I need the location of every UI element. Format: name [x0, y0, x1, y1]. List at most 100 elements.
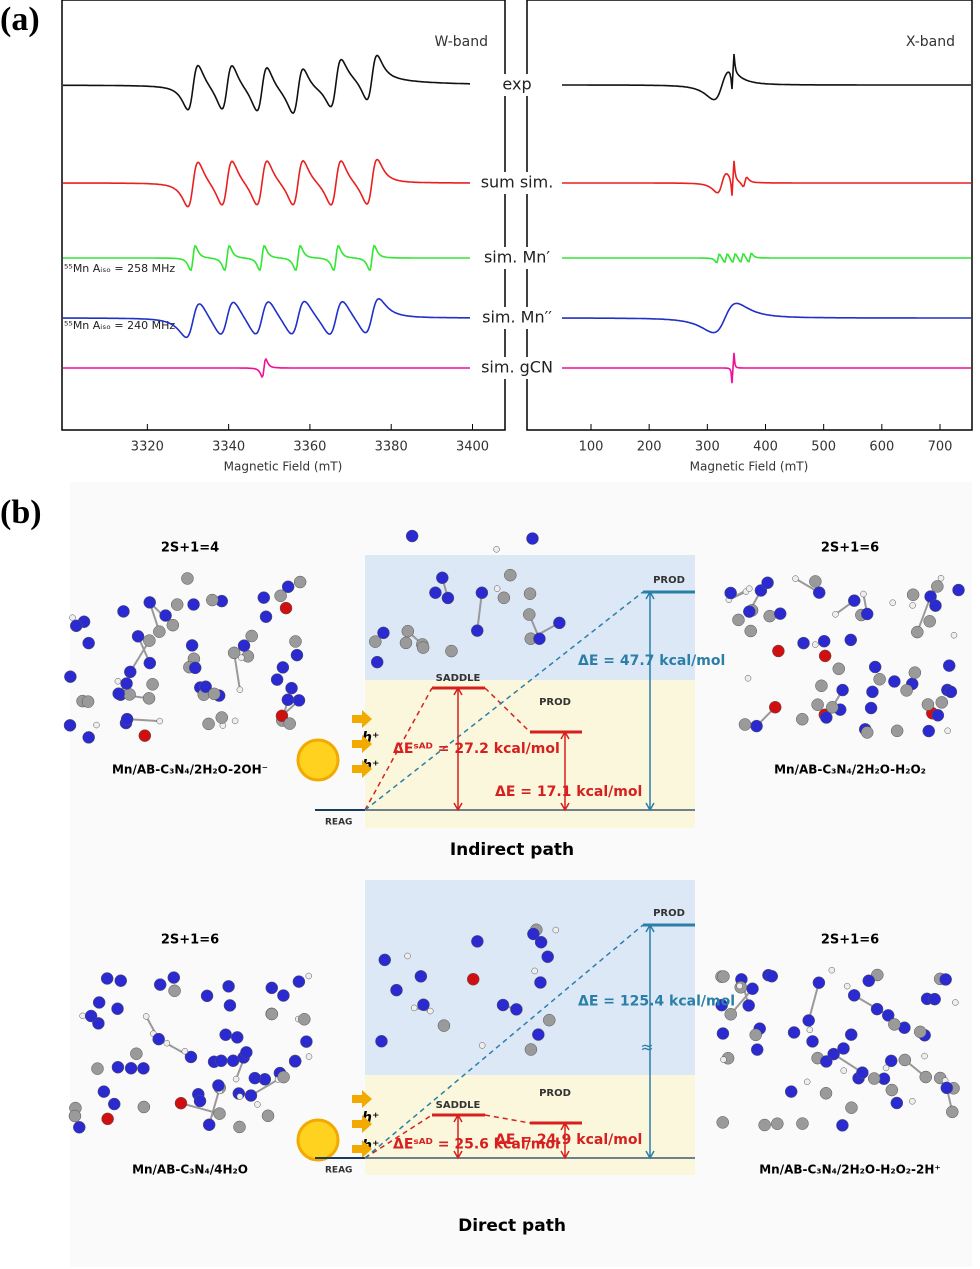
atom: [510, 1003, 523, 1016]
atom: [270, 673, 284, 686]
atom: [399, 636, 413, 650]
atom: [922, 724, 935, 738]
atom: [215, 711, 229, 724]
atom: [940, 1081, 954, 1095]
atom: [81, 695, 95, 708]
atom: [285, 681, 298, 695]
atom: [219, 1028, 232, 1041]
molecule-name: Mn/AB-C₃N₄/2H₂O-H₂O₂: [774, 763, 926, 777]
atom: [750, 1043, 764, 1056]
atom: [231, 717, 239, 725]
atom: [931, 580, 944, 593]
atom: [208, 687, 221, 701]
level-label: PROD: [653, 908, 685, 919]
atom: [802, 1014, 815, 1027]
atom: [117, 605, 130, 618]
atom: [870, 1002, 884, 1016]
atom: [928, 992, 941, 1006]
band-title: X-band: [906, 34, 955, 50]
atom: [763, 609, 776, 623]
atom: [946, 1105, 959, 1119]
atom: [811, 698, 824, 711]
atom: [63, 719, 77, 732]
sun: [296, 738, 340, 782]
atom: [493, 546, 500, 553]
atom: [101, 1112, 114, 1126]
path-dash: [364, 591, 644, 811]
atom: [908, 666, 922, 679]
bond: [180, 1102, 220, 1115]
atom: [921, 1052, 928, 1060]
atom: [405, 529, 419, 543]
atom: [746, 982, 759, 995]
spin-state: 2S+1=4: [161, 541, 219, 556]
trace-label: exp: [502, 75, 531, 94]
atom: [533, 632, 546, 645]
atom: [724, 1008, 737, 1021]
atom: [524, 1043, 538, 1056]
atom: [223, 999, 237, 1012]
atom: [213, 1107, 226, 1120]
energy-label: ΔEˢᴬᴰ = 25.6 kcal/mol: [393, 1137, 560, 1153]
atom: [222, 980, 235, 993]
spectrum: [560, 53, 971, 101]
atom: [93, 721, 100, 729]
trace-label: sum sim.: [481, 173, 554, 192]
atom: [911, 625, 924, 639]
energy-arrow: [560, 1121, 570, 1160]
atom: [817, 634, 831, 648]
atom: [847, 989, 861, 1002]
atom: [156, 717, 163, 725]
label-bg: [472, 307, 562, 329]
atom: [233, 1120, 246, 1134]
annotation: ⁵⁵Mn Aᵢₛₒ = 240 MHz: [64, 319, 175, 332]
level-label: PROD: [653, 575, 685, 586]
atom: [527, 927, 540, 941]
atom: [497, 591, 511, 605]
atom: [534, 935, 548, 949]
atom: [417, 998, 430, 1012]
atom: [111, 1002, 124, 1015]
atom: [471, 624, 484, 637]
atom: [292, 694, 306, 707]
path-title: Direct path: [458, 1216, 566, 1236]
x-tick-label: 100: [579, 440, 604, 455]
atom: [724, 586, 737, 600]
atom: [181, 1048, 189, 1055]
atom: [226, 1054, 240, 1067]
atom: [909, 602, 916, 609]
atom: [715, 998, 728, 1012]
atom: [82, 731, 95, 744]
atom: [882, 1064, 890, 1072]
atom: [168, 984, 181, 998]
trace-label: sim. gCN: [481, 358, 553, 377]
atom: [466, 972, 480, 986]
atom: [534, 976, 547, 989]
atom: [837, 1042, 850, 1055]
atom: [124, 665, 137, 679]
atom: [716, 1116, 729, 1129]
arrow: [352, 1090, 372, 1108]
atom: [773, 607, 787, 620]
energy-arrow: [453, 686, 463, 812]
atom: [913, 1025, 927, 1039]
atom: [163, 1039, 171, 1047]
atom: [137, 1100, 151, 1114]
atom: [553, 616, 566, 630]
atom: [111, 1060, 125, 1074]
x-tick-label: 500: [811, 440, 836, 455]
atom: [881, 1009, 895, 1022]
atom: [167, 971, 181, 984]
path-dash: [364, 1114, 531, 1159]
atom: [131, 630, 145, 643]
atom: [130, 1047, 143, 1060]
atom: [265, 1007, 279, 1021]
atom: [97, 1085, 111, 1098]
atom: [143, 634, 156, 647]
atom: [860, 590, 867, 598]
atom: [772, 644, 785, 658]
atom: [114, 677, 122, 685]
atom: [298, 1012, 311, 1026]
atom: [427, 1007, 434, 1015]
